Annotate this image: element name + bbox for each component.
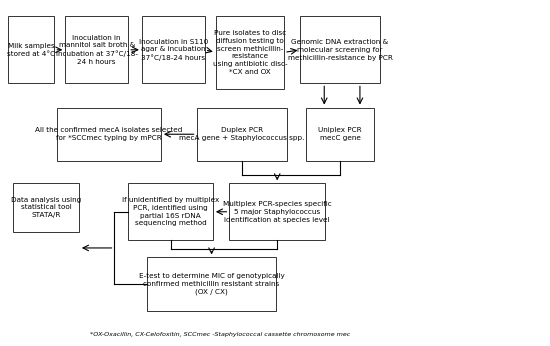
FancyBboxPatch shape — [57, 108, 161, 161]
Text: Data analysis using
statistical tool
STATA/R: Data analysis using statistical tool STA… — [11, 197, 81, 218]
FancyBboxPatch shape — [300, 16, 379, 83]
Text: *OX-Oxacillin, CX-Celofoxitin, SCCmec -Staphylococcal cassette chromosome mec: *OX-Oxacillin, CX-Celofoxitin, SCCmec -S… — [90, 332, 350, 337]
Text: Duplex PCR
mecA gene + Staphylococcus spp.: Duplex PCR mecA gene + Staphylococcus sp… — [179, 127, 304, 141]
FancyBboxPatch shape — [147, 257, 276, 311]
Text: Pure isolates to disc
diffusion testing to
screen methicillin-
resistance
using : Pure isolates to disc diffusion testing … — [212, 30, 287, 75]
Text: E-test to determine MIC of genotypically
confirmed methicillin resistant strains: E-test to determine MIC of genotypically… — [139, 273, 284, 295]
Text: Genomic DNA extraction &
molecular screening for
methicillin-resistance by PCR: Genomic DNA extraction & molecular scree… — [288, 39, 393, 61]
Text: All the confirmed mecA isolates selected
for *SCCmec typing by mPCR: All the confirmed mecA isolates selected… — [35, 127, 183, 141]
Text: Multiplex PCR-species specific
5 major Staphylococcus
identification at species : Multiplex PCR-species specific 5 major S… — [223, 201, 332, 222]
FancyBboxPatch shape — [142, 16, 205, 83]
Text: Milk samples
stored at 4°C: Milk samples stored at 4°C — [7, 43, 55, 57]
FancyBboxPatch shape — [306, 108, 375, 161]
Text: Uniplex PCR
mecC gene: Uniplex PCR mecC gene — [318, 127, 362, 141]
FancyBboxPatch shape — [13, 183, 79, 231]
Text: Inoculation in S110
agar & incubation
37°C/18-24 hours: Inoculation in S110 agar & incubation 37… — [139, 38, 208, 61]
FancyBboxPatch shape — [216, 16, 284, 89]
FancyBboxPatch shape — [128, 183, 213, 240]
FancyBboxPatch shape — [8, 16, 54, 83]
FancyBboxPatch shape — [229, 183, 325, 240]
Text: Inoculation in
mannitol salt broth &
incubation at 37°C/18-
24 h hours: Inoculation in mannitol salt broth & inc… — [56, 35, 138, 65]
FancyBboxPatch shape — [65, 16, 128, 83]
FancyBboxPatch shape — [196, 108, 287, 161]
Text: If unidentified by multiplex
PCR, identified using
partial 16S rDNA
sequencing m: If unidentified by multiplex PCR, identi… — [122, 197, 219, 226]
